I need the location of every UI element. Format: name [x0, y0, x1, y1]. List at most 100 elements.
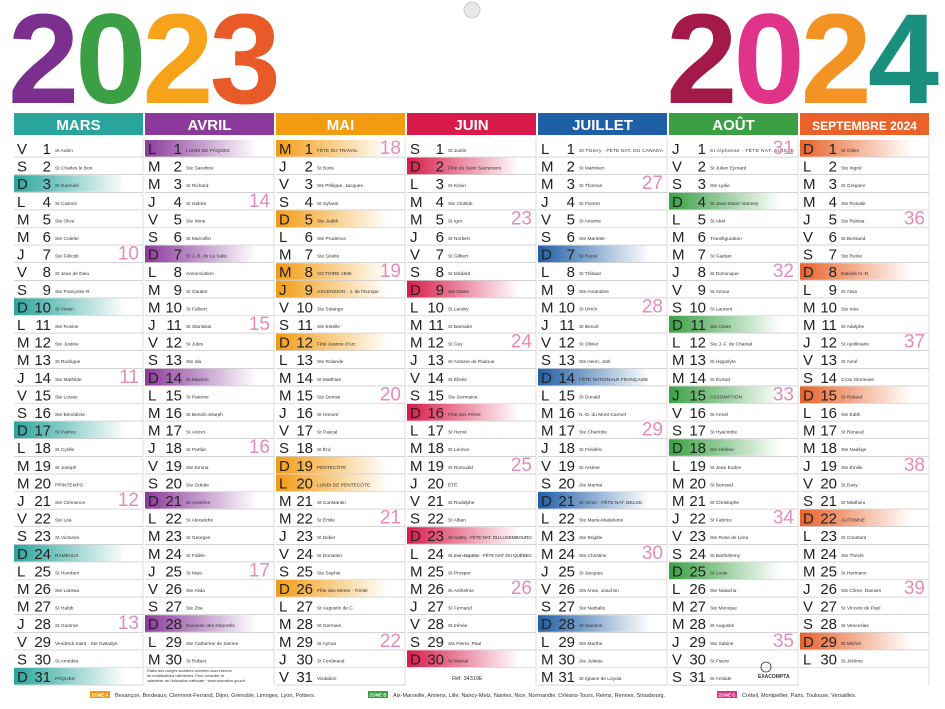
- day-letter: M: [148, 176, 161, 193]
- day-number: 10: [34, 299, 51, 316]
- day-letter: S: [148, 599, 158, 616]
- day-number: 23: [820, 528, 837, 545]
- zone-label: ZONE C: [718, 693, 736, 698]
- day-number: 28: [558, 616, 575, 633]
- day-number: 6: [43, 229, 51, 246]
- day-letter: S: [279, 563, 289, 580]
- highlight-row: [407, 650, 519, 667]
- day-letter: S: [410, 634, 420, 651]
- day-number: 22: [558, 511, 575, 528]
- saint-name: Ste Inès: [841, 306, 859, 312]
- year-digit: 2: [8, 0, 75, 131]
- day-letter: J: [17, 370, 25, 387]
- day-letter: D: [803, 141, 814, 158]
- highlight-row: [276, 456, 388, 474]
- day-letter: D: [279, 581, 290, 598]
- day-letter: S: [803, 493, 813, 510]
- saint-name: St Isidore: [186, 201, 207, 207]
- day-letter: M: [541, 528, 554, 545]
- saint-name: N.-D. du Mont-Carmel: [579, 412, 626, 418]
- highlight-row: [669, 386, 781, 403]
- week-number: 32: [773, 261, 794, 282]
- day-number: 11: [821, 317, 837, 334]
- saint-name: St Anicet: [186, 430, 206, 436]
- highlight-row: [145, 140, 257, 157]
- saint-name: St Aubin: [55, 148, 73, 154]
- day-number: 22: [427, 511, 444, 528]
- brand-icon: [760, 661, 772, 673]
- day-number: 3: [174, 176, 182, 193]
- saint-name: St Hermann: [841, 570, 867, 576]
- saint-name: St Igor: [448, 218, 463, 224]
- saint-name: St Rodrigue: [55, 359, 81, 365]
- day-number: 8: [174, 264, 182, 281]
- day-letter: V: [541, 581, 551, 598]
- day-number: 12: [165, 335, 182, 352]
- day-letter: S: [410, 511, 420, 528]
- saint-name: St Aristide: [710, 676, 732, 682]
- day-letter: J: [279, 282, 287, 299]
- saint-name: St Roland: [841, 394, 862, 400]
- day-number: 4: [567, 194, 575, 211]
- saint-name: St Fernand: [448, 606, 472, 612]
- day-letter: V: [672, 282, 682, 299]
- day-letter: L: [672, 335, 680, 352]
- day-number: 15: [558, 387, 575, 404]
- saint-name: St Gilles: [841, 148, 859, 154]
- saint-name: Ste Solange: [317, 306, 343, 312]
- saint-name: St Adelphe: [841, 324, 865, 330]
- day-number: 7: [436, 247, 444, 264]
- day-number: 4: [305, 194, 313, 211]
- day-number: 21: [165, 493, 182, 510]
- day-letter: J: [279, 528, 287, 545]
- day-number: 21: [34, 493, 51, 510]
- highlight-row: [276, 210, 388, 227]
- highlight-row: [800, 509, 912, 527]
- week-number: 39: [904, 578, 925, 599]
- day-number: 6: [698, 229, 706, 246]
- day-number: 15: [820, 387, 837, 404]
- day-letter: V: [541, 211, 551, 228]
- saint-name: St Barthélemy: [710, 553, 741, 559]
- day-letter: L: [148, 264, 156, 281]
- day-number: 30: [165, 651, 182, 668]
- highlight-row: [145, 245, 257, 263]
- saint-name: St Justin: [448, 148, 467, 154]
- day-letter: D: [17, 546, 28, 563]
- saint-name: St Fiacre: [710, 658, 730, 664]
- day-letter: M: [148, 546, 161, 563]
- highlight-row: [276, 580, 388, 597]
- saint-name: PÂQUES: [55, 675, 75, 682]
- day-letter: J: [541, 317, 549, 334]
- day-number: 16: [34, 405, 51, 422]
- day-letter: M: [803, 317, 816, 334]
- zone-badge: [368, 691, 388, 698]
- day-letter: M: [410, 211, 423, 228]
- day-letter: M: [672, 599, 685, 616]
- saint-name: St Olivier: [579, 342, 599, 348]
- day-letter: L: [541, 387, 549, 404]
- highlight-row: [14, 298, 126, 315]
- day-number: 16: [165, 405, 182, 422]
- saint-name: St Apollinaire: [841, 342, 869, 348]
- day-number: 10: [558, 299, 575, 316]
- saint-name: Vendredi Saint · Ste Gwladys: [55, 641, 118, 647]
- saint-name: Ste Françoise R.: [55, 289, 91, 295]
- day-number: 12: [820, 335, 837, 352]
- saint-name: St Patrice: [55, 430, 76, 436]
- day-number: 18: [558, 440, 575, 457]
- day-number: 28: [165, 616, 182, 633]
- day-number: 8: [567, 264, 575, 281]
- saint-name: St Constant: [841, 535, 867, 541]
- day-number: 11: [35, 317, 51, 334]
- day-number: 19: [165, 458, 182, 475]
- day-number: 4: [174, 194, 182, 211]
- day-letter: L: [410, 299, 418, 316]
- footnote: Dates des congés scolaires données sous …: [147, 669, 246, 683]
- day-letter: S: [148, 475, 158, 492]
- day-letter: J: [803, 335, 811, 352]
- month-name: JUILLET: [572, 117, 633, 134]
- day-letter: J: [17, 247, 25, 264]
- week-number: 12: [118, 490, 139, 511]
- day-number: 17: [34, 423, 51, 440]
